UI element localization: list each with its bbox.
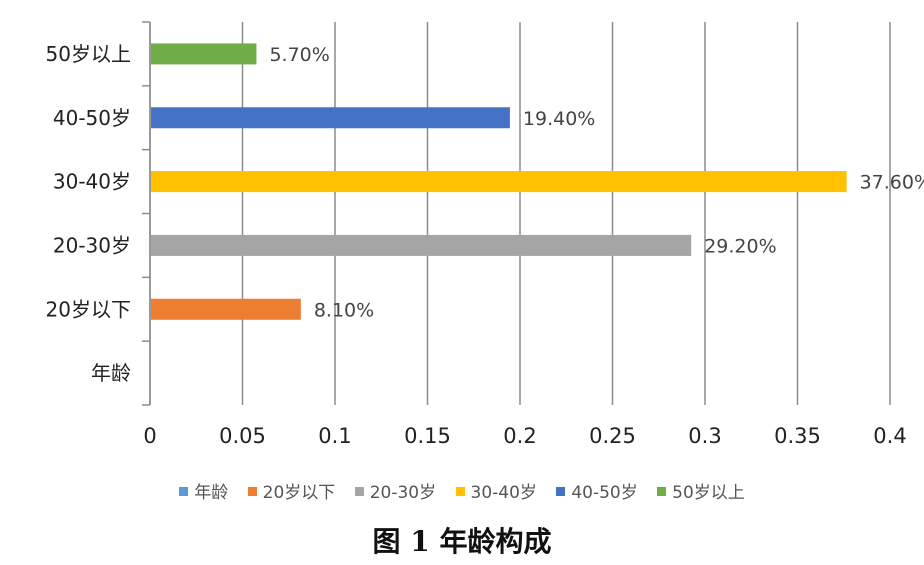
bar [151,298,301,320]
x-tick-label: 0.2 [503,424,536,448]
y-category-label: 20-30岁 [53,233,131,257]
x-tick-label: 0.1 [318,424,351,448]
legend-item: 30-40岁 [455,478,537,503]
y-category-label: 40-50岁 [53,106,131,130]
legend-label: 50岁以上 [672,483,745,503]
legend-item: 50岁以上 [657,478,745,503]
bar [151,43,257,65]
y-category-label: 年龄 [91,361,131,385]
data-label: 5.70% [269,44,329,66]
legend-label: 20岁以下 [262,483,336,503]
x-tick-label: 0 [143,424,156,448]
legend-swatch [179,486,189,496]
data-label: 19.40% [523,108,595,130]
y-category-label: 30-40岁 [53,170,131,194]
legend-swatch [455,486,465,496]
legend-swatch [657,486,667,496]
y-category-label: 20岁以下 [46,297,131,321]
x-tick-label: 0.3 [688,424,721,448]
legend-swatch [354,486,364,496]
legend-swatch [247,486,257,496]
age-bar-chart: 0 0.05 0.1 0.15 0.2 0.25 0.3 0.35 0.4 年龄 20岁以下 8.10… [46,21,924,448]
x-tick-label: 0.25 [589,424,636,448]
data-label: 37.60% [860,172,924,194]
legend-item: 年龄 [179,478,228,503]
legend-label: 30-40岁 [470,483,537,503]
legend-label: 年龄 [194,483,229,503]
x-tick-label: 0.15 [404,424,451,448]
legend-item: 40-50岁 [556,478,638,503]
legend-label: 40-50岁 [571,483,638,503]
bar [151,234,692,256]
x-tick-label: 0.35 [774,424,821,448]
legend-item: 20-30岁 [354,478,437,503]
figure-caption: 图 1 年龄构成 [372,525,552,558]
data-label: 8.10% [314,299,374,321]
y-category-label: 50岁以上 [46,42,131,66]
legend-label: 20-30岁 [369,483,437,503]
chart-legend: 年龄 20岁以下 20-30岁 30-40岁 40-50岁 50岁以上 [0,478,924,503]
data-label: 29.20% [704,235,776,257]
x-tick-label: 0.05 [219,424,266,448]
bar [151,107,510,129]
x-tick-label: 0.4 [873,424,906,448]
legend-item: 20岁以下 [247,478,336,503]
bar [151,171,847,193]
legend-swatch [556,486,566,496]
